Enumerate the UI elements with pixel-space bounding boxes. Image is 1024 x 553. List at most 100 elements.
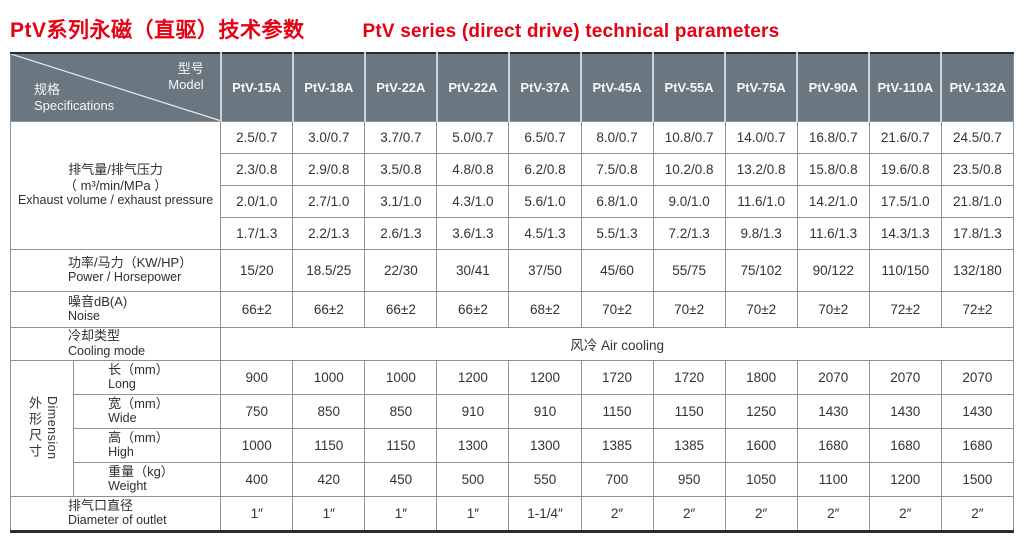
page-title: PtV系列永磁（直驱）技术参数 PtV series (direct drive…	[10, 14, 1024, 44]
noise-value-cell: 70±2	[796, 290, 870, 328]
dimension-value-cell: 1720	[580, 359, 654, 395]
exhaust-value-cell: 5.6/1.0	[508, 184, 582, 218]
exhaust-value-cell: 23.5/0.8	[940, 152, 1015, 186]
dimension-value-cell: 1600	[724, 427, 798, 463]
dimension-value-cell: 850	[364, 393, 438, 429]
dimension-value-cell: 750	[220, 393, 294, 429]
exhaust-value-cell: 11.6/1.3	[796, 216, 870, 250]
dimension-value-cell: 910	[508, 393, 582, 429]
noise-value-cell: 72±2	[868, 290, 942, 328]
dimension-value-cell: 910	[436, 393, 510, 429]
exhaust-value-cell: 4.3/1.0	[436, 184, 510, 218]
row-cooling: 冷却类型 Cooling mode 风冷 Air cooling	[9, 326, 1014, 361]
power-value-cell: 18.5/25	[292, 248, 366, 292]
row-power: 功率/马力（KW/HP） Power / Horsepower 15/20 18.…	[9, 248, 1015, 292]
dimension-value-cell: 1430	[868, 393, 942, 429]
power-label-cell: 功率/马力（KW/HP） Power / Horsepower	[9, 248, 222, 292]
outlet-value-cell: 2″	[940, 495, 1015, 532]
dimension-value-cell: 1800	[724, 359, 798, 395]
dimension-high-zh: 高（mm）	[108, 429, 169, 445]
dimension-weight-en: Weight	[108, 479, 147, 494]
exhaust-value-cell: 17.8/1.3	[940, 216, 1015, 250]
dimension-high-en: High	[108, 445, 134, 460]
diagonal-divider-line	[11, 54, 220, 121]
row-exhaust-1-0: 2.0/1.0 2.7/1.0 3.1/1.0 4.3/1.0 5.6/1.0 6.8/1…	[11, 184, 1015, 218]
power-value-cell: 45/60	[580, 248, 654, 292]
exhaust-value-cell: 2.7/1.0	[292, 184, 366, 218]
noise-value-cell: 70±2	[580, 290, 654, 328]
row-dimension-long: 外形尺寸 Dimension 长（mm） Long 900 1000 1000 120…	[9, 359, 1015, 497]
exhaust-value-cell: 21.6/0.7	[868, 120, 942, 154]
power-value-cell: 37/50	[508, 248, 582, 292]
dimension-value-cell: 2070	[940, 359, 1015, 395]
dimension-long-zh: 长（mm）	[108, 361, 169, 377]
outlet-value-cell: 2″	[796, 495, 870, 532]
exhaust-label-unit: （ m³/min/MPa ）	[63, 177, 168, 193]
row-exhaust-1-3: 1.7/1.3 2.2/1.3 2.6/1.3 3.6/1.3 4.5/1.3 5.5/1…	[11, 216, 1015, 250]
dimension-group-cell: 外形尺寸 Dimension	[9, 359, 75, 497]
power-value-cell: 22/30	[364, 248, 438, 292]
corner-spec-label: 规格 Specifications	[34, 82, 114, 115]
exhaust-value-cell: 14.2/1.0	[796, 184, 870, 218]
exhaust-value-cell: 3.5/0.8	[364, 152, 438, 186]
dimension-value-cell: 1150	[364, 427, 438, 463]
noise-label-cell: 噪音dB(A) Noise	[9, 290, 222, 328]
outlet-value-cell: 1″	[220, 495, 294, 532]
dimension-value-cell: 1000	[292, 359, 366, 395]
exhaust-value-cell: 16.8/0.7	[796, 120, 870, 154]
dimension-value-cell: 1000	[364, 359, 438, 395]
exhaust-value-cell: 8.0/0.7	[580, 120, 654, 154]
model-header-cell: PtV-22A	[363, 52, 438, 122]
dimension-group-zh: 外形尺寸	[27, 396, 43, 460]
dimension-value-cell: 1385	[580, 427, 654, 463]
exhaust-value-cell: 21.8/1.0	[940, 184, 1015, 218]
exhaust-value-cell: 3.0/0.7	[292, 120, 366, 154]
row-dimension-wide: 宽（mm） Wide 750 850 850 910 910 1150 1150 1250 14…	[11, 393, 1015, 429]
dimension-value-cell: 1200	[436, 359, 510, 395]
model-header-cell: PtV-55A	[652, 52, 726, 122]
exhaust-value-cell: 10.8/0.7	[652, 120, 726, 154]
noise-value-cell: 66±2	[364, 290, 438, 328]
exhaust-value-cell: 11.6/1.0	[724, 184, 798, 218]
exhaust-value-cell: 2.0/1.0	[220, 184, 294, 218]
dimension-value-cell: 1300	[436, 427, 510, 463]
exhaust-value-cell: 14.3/1.3	[868, 216, 942, 250]
dimension-group-en: Dimension	[45, 396, 60, 460]
noise-label-en: Noise	[68, 309, 100, 324]
dimension-value-cell: 420	[292, 461, 366, 497]
noise-value-cell: 66±2	[292, 290, 366, 328]
row-exhaust-0-7: 排气量/排气压力 （ m³/min/MPa ） Exhaust volume /…	[9, 120, 1015, 250]
outlet-label-en: Diameter of outlet	[68, 513, 167, 528]
noise-value-cell: 70±2	[724, 290, 798, 328]
corner-model-en: Model	[168, 77, 204, 93]
dimension-long-label-cell: 长（mm） Long	[73, 359, 222, 395]
dimension-value-cell: 1680	[940, 427, 1015, 463]
exhaust-value-cell: 5.0/0.7	[436, 120, 510, 154]
power-value-cell: 90/122	[796, 248, 870, 292]
dimension-value-cell: 550	[508, 461, 582, 497]
exhaust-value-cell: 2.9/0.8	[292, 152, 366, 186]
model-header-cell: PtV-15A	[219, 52, 294, 122]
dimension-value-cell: 400	[220, 461, 294, 497]
outlet-value-cell: 2″	[868, 495, 942, 532]
exhaust-value-cell: 9.8/1.3	[724, 216, 798, 250]
power-label-zh: 功率/马力（KW/HP）	[68, 254, 193, 270]
exhaust-value-cell: 6.2/0.8	[508, 152, 582, 186]
exhaust-value-cell: 3.1/1.0	[364, 184, 438, 218]
noise-value-cell: 72±2	[940, 290, 1015, 328]
model-header-cell: PtV-37A	[507, 52, 582, 122]
exhaust-value-cell: 7.2/1.3	[652, 216, 726, 250]
model-header-cell: PtV-110A	[868, 52, 942, 122]
exhaust-value-cell: 5.5/1.3	[580, 216, 654, 250]
exhaust-value-cell: 2.5/0.7	[220, 120, 294, 154]
exhaust-value-cell: 6.8/1.0	[580, 184, 654, 218]
row-outlet: 排气口直径 Diameter of outlet 1″ 1″ 1″ 1″ 1-1/4″ 2…	[9, 495, 1015, 532]
dimension-value-cell: 1680	[868, 427, 942, 463]
dimension-value-cell: 950	[652, 461, 726, 497]
noise-value-cell: 66±2	[220, 290, 294, 328]
exhaust-label-zh: 排气量/排气压力	[68, 162, 163, 178]
dimension-value-cell: 1200	[508, 359, 582, 395]
dimension-weight-label-cell: 重量（kg） Weight	[73, 461, 222, 497]
dimension-wide-en: Wide	[108, 411, 137, 426]
outlet-value-cell: 1-1/4″	[508, 495, 582, 532]
